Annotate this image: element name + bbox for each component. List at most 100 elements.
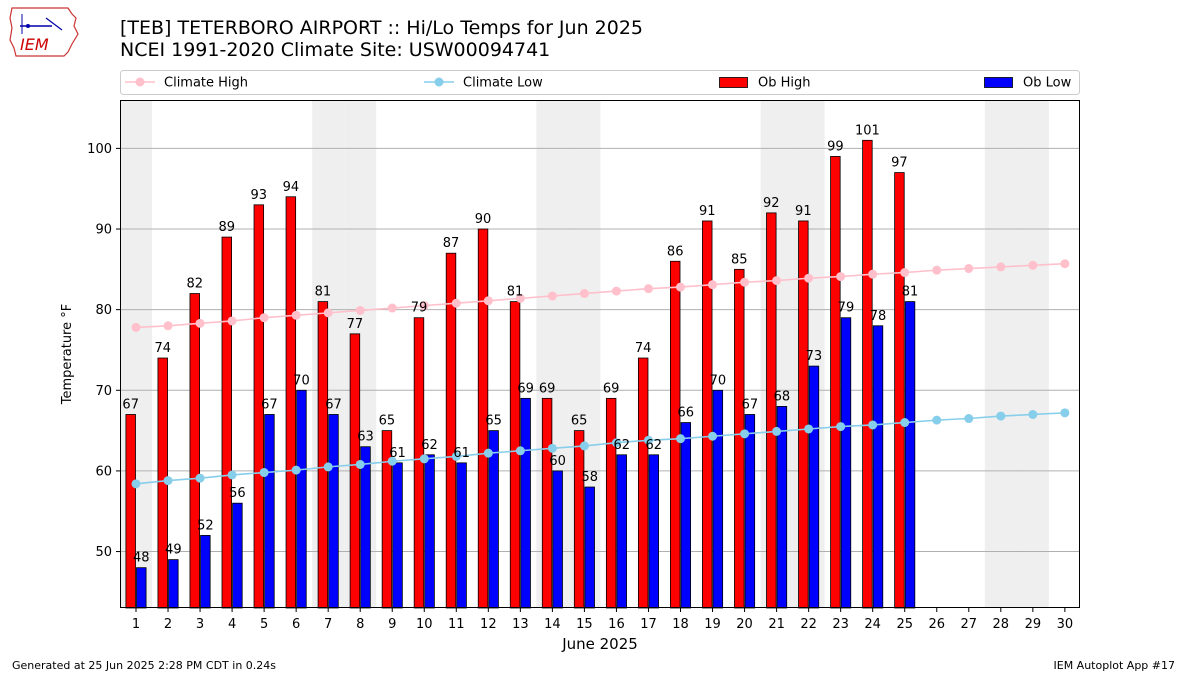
climate-high-point [676,282,686,292]
weekend-shade-day-28 [984,100,1017,608]
ob-low-label: 61 [389,446,406,461]
generated-timestamp: Generated at 25 Jun 2025 2:28 PM CDT in … [12,659,277,672]
climate-low-point [804,424,814,434]
bar-labels: 67 74 82 89 93 94 81 77 65 79 87 90 81 69 65 69 74 86 91 85… [122,123,918,565]
bars [125,139,916,609]
ob-low-label: 49 [165,543,182,558]
ob-low-bar [744,414,756,609]
x-tick-label-21: 21 [768,617,785,632]
climate-low-point [579,441,589,451]
climate-high-point [868,269,878,279]
ob-low-bar [424,454,435,609]
ob-low-label: 68 [774,389,791,404]
climate-low-point [163,476,173,486]
ob-low-label: 73 [806,349,823,364]
ob-low-label: 62 [421,438,438,453]
ob-high-bar [830,156,841,609]
ob-low-bar [168,559,179,609]
weekend-shade-day-22 [792,100,825,608]
weekend-shade-day-21 [760,100,793,608]
x-tick-label-1: 1 [132,617,140,632]
legend-ob-low-swatch [984,77,1013,88]
ob-high-label: 97 [891,156,908,171]
x-tick-label-6: 6 [292,617,300,632]
climate-high-point [1028,260,1038,270]
ob-low-bar [648,454,659,609]
ob-low-label: 60 [549,454,566,469]
x-tick-label-9: 9 [388,617,396,632]
climate-low-point [323,462,333,472]
ob-high-bar [894,172,905,609]
y-axis-label: Temperature °F [60,304,75,405]
x-axis-label: June 2025 [561,635,638,653]
iem-logo: IEM [6,4,82,60]
x-tick-label-14: 14 [544,617,561,632]
legend-ob-high-swatch [719,77,748,88]
climate-high-point [547,291,557,301]
ob-high-bar [862,139,873,609]
ob-low-label: 62 [646,438,663,453]
ob-low-bar [136,567,147,609]
weekend-shading [120,100,1049,608]
climate-low-point [1028,409,1038,419]
ob-low-bar [392,462,403,609]
ob-low-bar [680,422,692,609]
x-tick-label-5: 5 [260,617,268,632]
ob-high-label: 89 [219,220,236,235]
climate-high-point [836,272,846,282]
climate-high-point [708,280,718,290]
x-tick-label-8: 8 [356,617,364,632]
ob-high-label: 77 [347,317,364,332]
ob-low-label: 56 [229,486,246,501]
weekend-shade-day-8 [344,100,377,608]
climate-high-point [291,310,301,320]
climate-high-point [964,264,974,274]
climate-high-point [227,316,237,326]
grid-lines [120,147,1080,553]
ob-low-label: 67 [325,397,342,412]
logo-text: IEM [20,35,49,54]
climate-low-point [259,468,269,478]
ob-high-bar [734,268,745,609]
ob-high-label: 82 [186,277,203,292]
ob-low-bar [712,389,724,609]
ob-high-bar [766,212,777,609]
ob-low-label: 69 [517,381,534,396]
ob-high-label: 69 [603,381,620,396]
ob-low-bar [264,414,275,609]
ob-high-label: 93 [251,188,268,203]
x-tick-label-7: 7 [324,617,332,632]
climate-low-point [483,448,493,458]
title-line-2: NCEI 1991-2020 Climate Site: USW00094741 [120,39,551,61]
ob-low-bar [840,317,852,609]
climate-low-point [355,459,365,469]
ob-low-label: 63 [357,430,374,445]
climate-low-point [932,415,942,425]
weekend-shade-day-1 [120,100,153,608]
climate-low-point [964,414,974,424]
climate-high-line [135,262,1065,329]
climate-low-point [515,446,525,456]
ob-low-label: 79 [838,301,855,316]
climate-high-point [387,303,397,313]
weekend-shade-day-15 [568,100,601,608]
ob-low-label: 48 [133,551,150,566]
climate-low-point [451,451,461,461]
x-tick-label-28: 28 [993,617,1010,632]
climate-high-point [772,276,782,286]
legend-climate-high-label: Climate High [164,76,248,91]
weekend-shade-day-14 [536,100,569,608]
ob-low-label: 67 [261,397,278,412]
ob-high-label: 90 [475,212,492,227]
ob-low-label: 70 [293,373,310,388]
ob-high-label: 81 [507,285,524,300]
y-tick-label-60: 60 [95,464,112,479]
climate-high-point [932,265,942,275]
climate-low-point [996,411,1006,421]
climate-high-point [163,321,173,331]
x-tick-label-19: 19 [704,617,721,632]
climate-low-point [419,454,429,464]
y-tick-label-70: 70 [95,384,112,399]
climate-high-point [195,318,205,328]
